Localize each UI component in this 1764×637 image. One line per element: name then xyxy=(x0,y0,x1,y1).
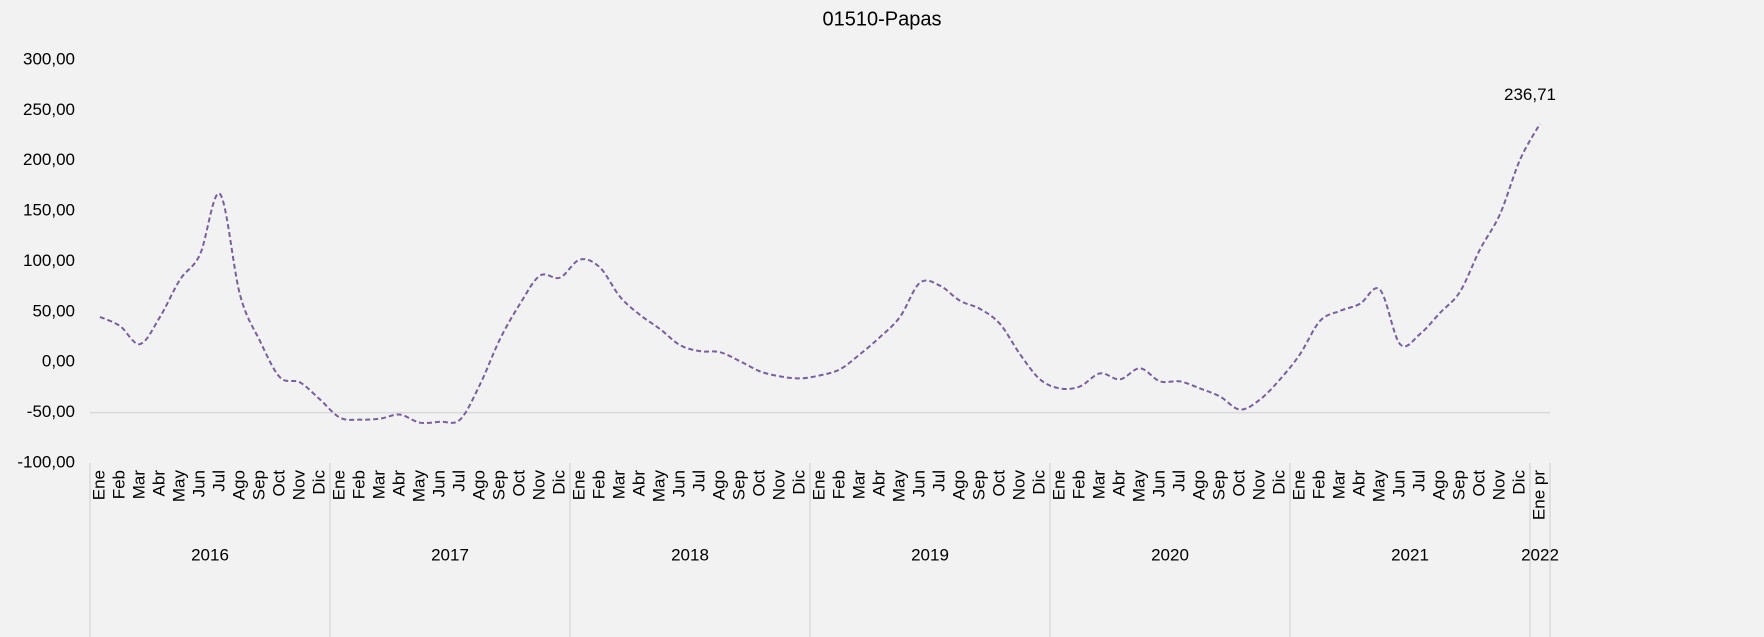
group-label: 2017 xyxy=(431,545,469,564)
x-tick-label: Abr xyxy=(389,470,408,497)
x-tick-label: Ago xyxy=(709,470,728,500)
x-tick-label: Dic xyxy=(1509,470,1528,495)
x-tick-label: Ene xyxy=(329,470,348,500)
y-tick-label: 50,00 xyxy=(32,301,75,320)
x-tick-label: Oct xyxy=(749,470,768,497)
x-tick-label: Oct xyxy=(989,470,1008,497)
x-tick-label: Dic xyxy=(1269,470,1288,495)
x-tick-label: Jun xyxy=(1389,470,1408,497)
group-label: 2019 xyxy=(911,545,949,564)
group-label: 2018 xyxy=(671,545,709,564)
x-tick-label: Mar xyxy=(1089,470,1108,500)
x-tick-label: May xyxy=(1129,470,1148,503)
x-tick-label: Feb xyxy=(349,470,368,499)
y-tick-label: 0,00 xyxy=(42,352,75,371)
group-label: 2020 xyxy=(1151,545,1189,564)
x-tick-label: Jun xyxy=(1149,470,1168,497)
x-tick-label: Sep xyxy=(729,470,748,500)
x-tick-label: Oct xyxy=(1469,470,1488,497)
x-tick-label: Feb xyxy=(589,470,608,499)
x-tick-label: Mar xyxy=(609,470,628,500)
x-tick-label: Ene xyxy=(1049,470,1068,500)
x-tick-label: Mar xyxy=(129,470,148,500)
x-tick-label: May xyxy=(889,470,908,503)
x-tick-label: Jun xyxy=(429,470,448,497)
x-tick-label: Jun xyxy=(189,470,208,497)
x-tick-label: Abr xyxy=(629,470,648,497)
x-tick-label: Mar xyxy=(1329,470,1348,500)
x-tick-label: May xyxy=(1369,470,1388,503)
x-tick-label: Nov xyxy=(1009,470,1028,501)
x-tick-label: Sep xyxy=(969,470,988,500)
x-tick-label: Dic xyxy=(789,470,808,495)
x-tick-label: Sep xyxy=(489,470,508,500)
y-tick-label: 200,00 xyxy=(23,150,75,169)
x-tick-label: Dic xyxy=(309,470,328,495)
x-tick-label: Jul xyxy=(1409,470,1428,492)
x-tick-label: Nov xyxy=(1489,470,1508,501)
x-tick-label: Dic xyxy=(549,470,568,495)
x-tick-label: Jun xyxy=(909,470,928,497)
x-tick-label: Ago xyxy=(949,470,968,500)
x-tick-label: Oct xyxy=(269,470,288,497)
x-tick-label: Ago xyxy=(1429,470,1448,500)
y-tick-label: 100,00 xyxy=(23,251,75,270)
x-tick-label: Ene pr xyxy=(1529,470,1548,520)
x-tick-label: Jul xyxy=(689,470,708,492)
x-tick-label: Abr xyxy=(869,470,888,497)
x-tick-label: Nov xyxy=(769,470,788,501)
y-tick-label: 250,00 xyxy=(23,100,75,119)
x-tick-label: May xyxy=(409,470,428,503)
x-tick-label: Ago xyxy=(469,470,488,500)
x-tick-label: Oct xyxy=(509,470,528,497)
x-tick-label: Jul xyxy=(929,470,948,492)
y-tick-label: 150,00 xyxy=(23,201,75,220)
x-tick-label: Nov xyxy=(1249,470,1268,501)
x-tick-label: Ene xyxy=(89,470,108,500)
x-tick-label: Ago xyxy=(229,470,248,500)
data-line xyxy=(99,123,1541,425)
x-tick-label: Abr xyxy=(1349,470,1368,497)
x-tick-label: Jul xyxy=(1169,470,1188,492)
x-tick-label: Ene xyxy=(569,470,588,500)
x-tick-label: Nov xyxy=(529,470,548,501)
x-tick-label: Jul xyxy=(449,470,468,492)
x-tick-label: Jul xyxy=(209,470,228,492)
group-label: 2016 xyxy=(191,545,229,564)
x-tick-label: Mar xyxy=(849,470,868,500)
x-tick-label: Ago xyxy=(1189,470,1208,500)
x-tick-label: Oct xyxy=(1229,470,1248,497)
chart-title: 01510-Papas xyxy=(823,8,942,30)
x-tick-label: May xyxy=(649,470,668,503)
y-tick-label: -50,00 xyxy=(27,402,75,421)
group-label: 2022 xyxy=(1521,545,1559,564)
x-tick-label: Sep xyxy=(1209,470,1228,500)
x-tick-label: Sep xyxy=(1449,470,1468,500)
x-tick-label: Ene xyxy=(1289,470,1308,500)
x-tick-label: Ene xyxy=(809,470,828,500)
y-tick-label: -100,00 xyxy=(17,452,75,471)
x-tick-label: Feb xyxy=(1309,470,1328,499)
x-tick-label: Feb xyxy=(109,470,128,499)
y-tick-label: 300,00 xyxy=(23,49,75,68)
x-tick-label: Abr xyxy=(1109,470,1128,497)
x-tick-label: May xyxy=(169,470,188,503)
x-tick-label: Nov xyxy=(289,470,308,501)
x-tick-label: Mar xyxy=(369,470,388,500)
x-tick-label: Jun xyxy=(669,470,688,497)
x-tick-label: Dic xyxy=(1029,470,1048,495)
x-tick-label: Feb xyxy=(1069,470,1088,499)
x-tick-label: Sep xyxy=(249,470,268,500)
group-label: 2021 xyxy=(1391,545,1429,564)
data-label: 236,71 xyxy=(1504,85,1556,104)
x-tick-label: Feb xyxy=(829,470,848,499)
x-tick-label: Abr xyxy=(149,470,168,497)
